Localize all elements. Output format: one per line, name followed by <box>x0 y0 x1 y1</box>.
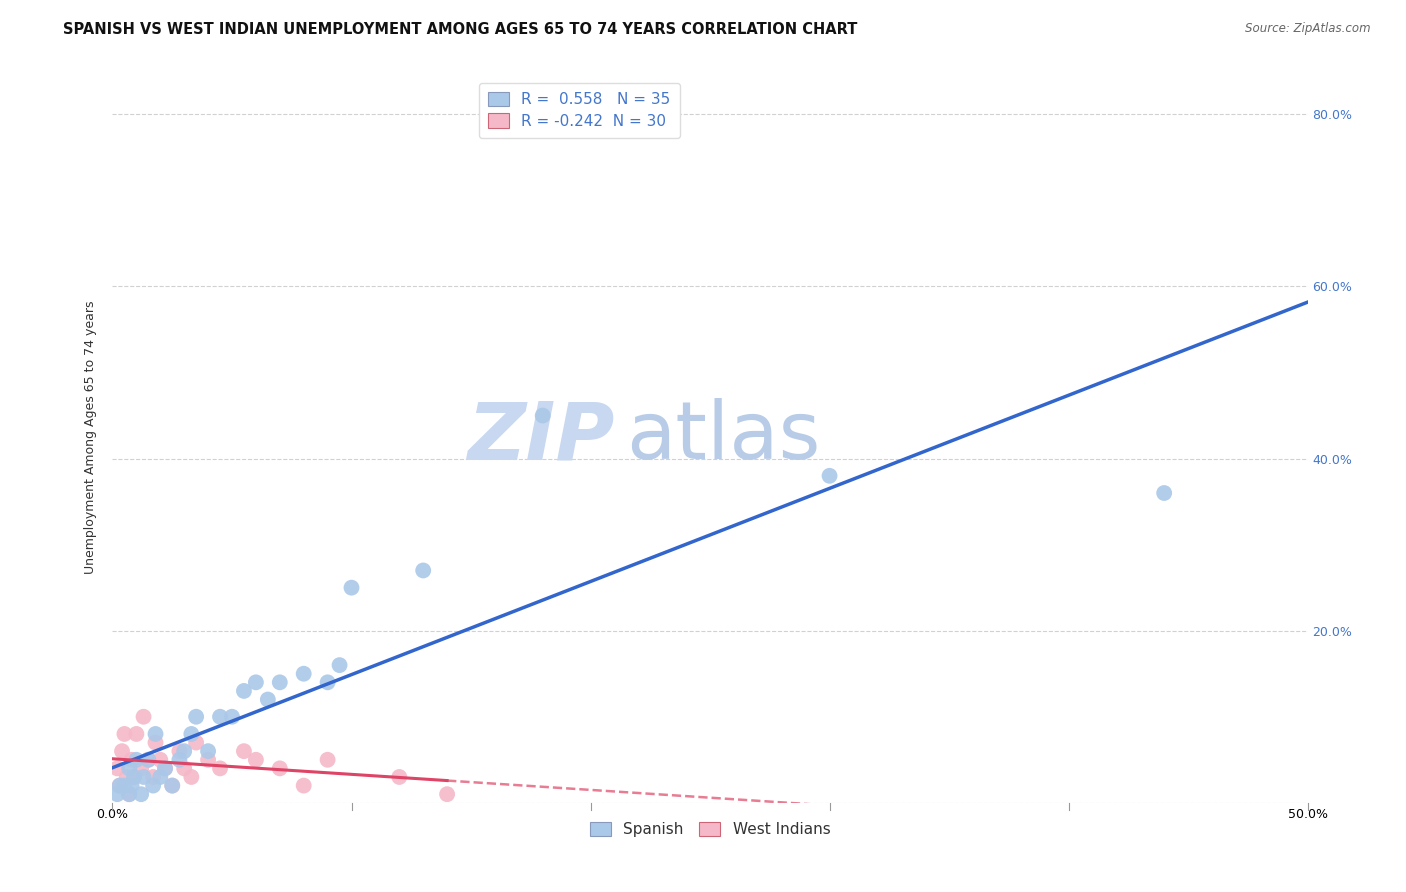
Point <box>316 675 339 690</box>
Point <box>115 770 138 784</box>
Text: ZIP: ZIP <box>467 398 614 476</box>
Point <box>269 675 291 690</box>
Point <box>257 692 280 706</box>
Point <box>121 753 143 767</box>
Point <box>412 564 434 578</box>
Point <box>221 710 243 724</box>
Point <box>162 779 183 793</box>
Point <box>245 675 267 690</box>
Point <box>122 770 145 784</box>
Point <box>149 770 172 784</box>
Point <box>105 761 128 775</box>
Point <box>316 753 339 767</box>
Point <box>436 787 458 801</box>
Point <box>388 770 411 784</box>
Point <box>153 761 176 775</box>
Point <box>121 779 143 793</box>
Point <box>818 468 841 483</box>
Point <box>129 787 152 801</box>
Point <box>233 744 256 758</box>
Point <box>173 761 195 775</box>
Point <box>145 727 167 741</box>
Point <box>125 727 148 741</box>
Point <box>1153 486 1175 500</box>
Point <box>125 753 148 767</box>
Point <box>132 710 155 724</box>
Legend: Spanish, West Indians: Spanish, West Indians <box>581 813 839 847</box>
Text: SPANISH VS WEST INDIAN UNEMPLOYMENT AMONG AGES 65 TO 74 YEARS CORRELATION CHART: SPANISH VS WEST INDIAN UNEMPLOYMENT AMON… <box>63 22 858 37</box>
Point <box>209 761 232 775</box>
Point <box>269 761 291 775</box>
Point <box>114 727 135 741</box>
Point <box>129 761 152 775</box>
Point <box>233 684 256 698</box>
Point <box>118 787 141 801</box>
Point <box>108 779 131 793</box>
Point <box>292 779 315 793</box>
Point <box>145 735 167 749</box>
Text: Source: ZipAtlas.com: Source: ZipAtlas.com <box>1246 22 1371 36</box>
Point <box>169 744 191 758</box>
Point <box>118 787 141 801</box>
Point <box>245 753 267 767</box>
Point <box>180 727 202 741</box>
Y-axis label: Unemployment Among Ages 65 to 74 years: Unemployment Among Ages 65 to 74 years <box>83 301 97 574</box>
Point <box>197 744 219 758</box>
Point <box>105 787 128 801</box>
Point <box>329 658 352 673</box>
Point <box>186 735 208 749</box>
Text: atlas: atlas <box>627 398 821 476</box>
Point <box>138 753 160 767</box>
Point <box>108 779 131 793</box>
Point <box>114 779 135 793</box>
Point <box>122 770 145 784</box>
Point <box>142 770 165 784</box>
Point <box>142 779 165 793</box>
Point <box>340 581 363 595</box>
Point <box>118 761 141 775</box>
Point <box>180 770 202 784</box>
Point <box>186 710 208 724</box>
Point <box>173 744 195 758</box>
Point <box>209 710 232 724</box>
Point <box>153 761 176 775</box>
Point <box>292 666 315 681</box>
Point <box>132 770 155 784</box>
Point <box>531 409 554 423</box>
Point <box>169 753 191 767</box>
Point <box>138 753 160 767</box>
Point <box>162 779 183 793</box>
Point <box>197 753 219 767</box>
Point <box>149 753 172 767</box>
Point <box>111 744 134 758</box>
